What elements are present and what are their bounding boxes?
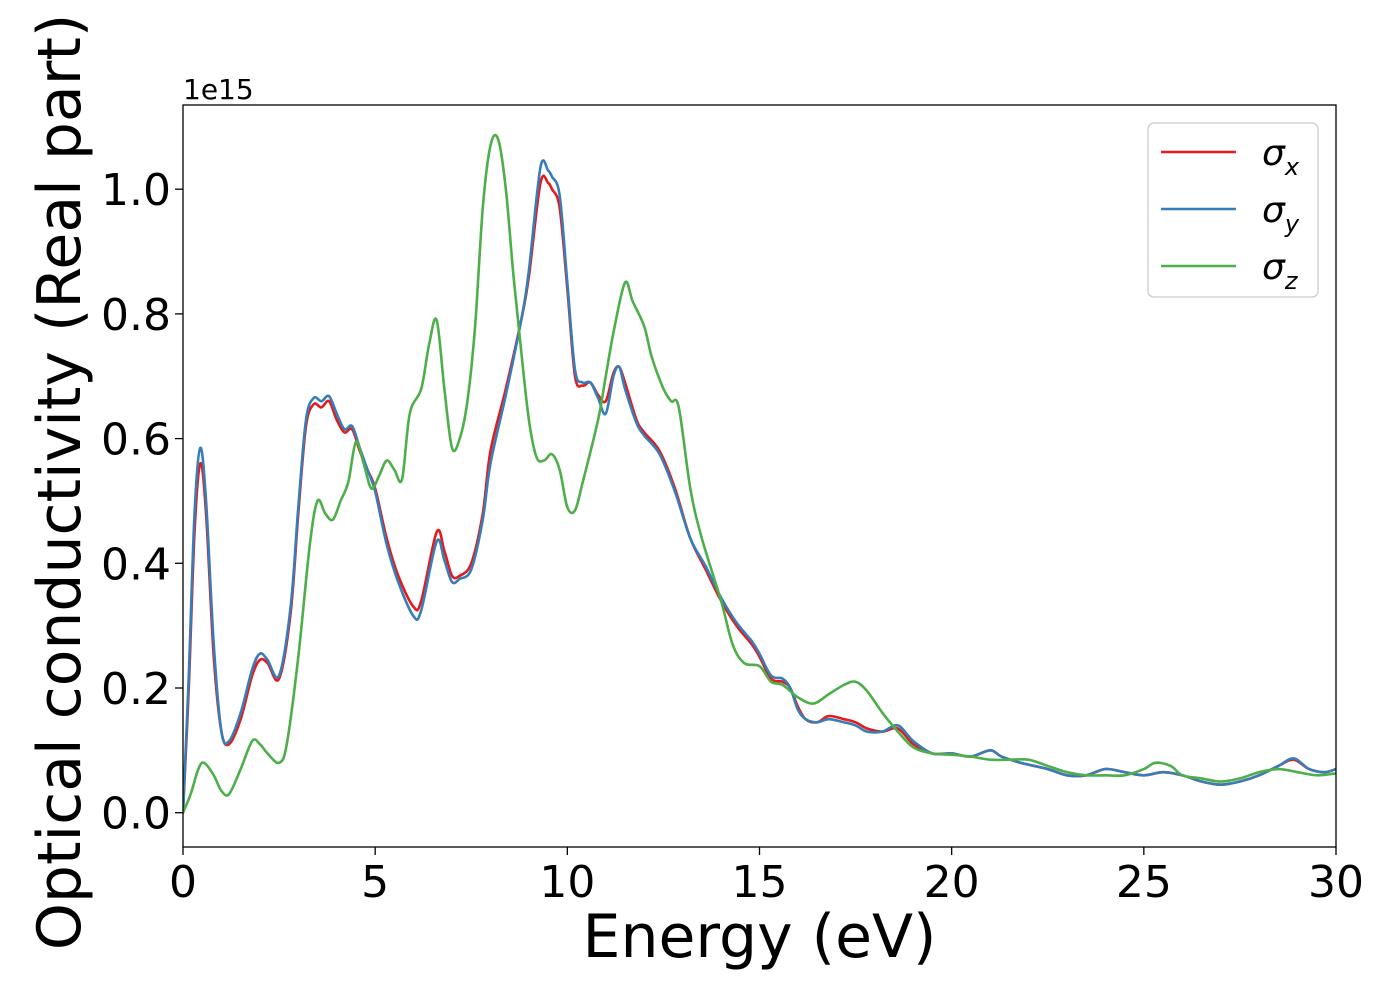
x-tick-label: 30 bbox=[1308, 857, 1364, 908]
y-axis: 0.0 0.2 0.4 0.6 0.8 1.0 bbox=[101, 165, 183, 840]
x-tick-label: 20 bbox=[924, 857, 980, 908]
y-tick-label: 0.2 bbox=[101, 664, 171, 715]
y-tick-label: 0.8 bbox=[101, 290, 171, 341]
y-tick-label: 0.4 bbox=[101, 539, 171, 590]
y-tick-label: 1.0 bbox=[101, 165, 171, 216]
x-axis-title: Energy (eV) bbox=[583, 902, 937, 972]
plot-lines bbox=[183, 133, 1336, 815]
legend-label: σx bbox=[1262, 133, 1300, 181]
series-line-z bbox=[183, 133, 1336, 815]
x-tick-label: 0 bbox=[169, 857, 197, 908]
y-tick-label: 0.6 bbox=[101, 415, 171, 466]
legend-label: σy bbox=[1262, 190, 1300, 238]
y-axis-title: Optical conductivity (Real part) bbox=[25, 14, 95, 951]
x-tick-label: 25 bbox=[1116, 857, 1172, 908]
x-tick-label: 5 bbox=[361, 857, 389, 908]
legend-label: σz bbox=[1262, 247, 1299, 295]
x-tick-label: 15 bbox=[732, 857, 788, 908]
x-axis: 0 5 10 15 20 25 30 bbox=[169, 847, 1364, 908]
y-tick-label: 0.0 bbox=[101, 789, 171, 840]
x-tick-label: 10 bbox=[539, 857, 595, 908]
series-line-y bbox=[183, 159, 1336, 815]
legend: σx σy σz bbox=[1147, 122, 1319, 298]
y-offset-label: 1e15 bbox=[183, 73, 254, 106]
